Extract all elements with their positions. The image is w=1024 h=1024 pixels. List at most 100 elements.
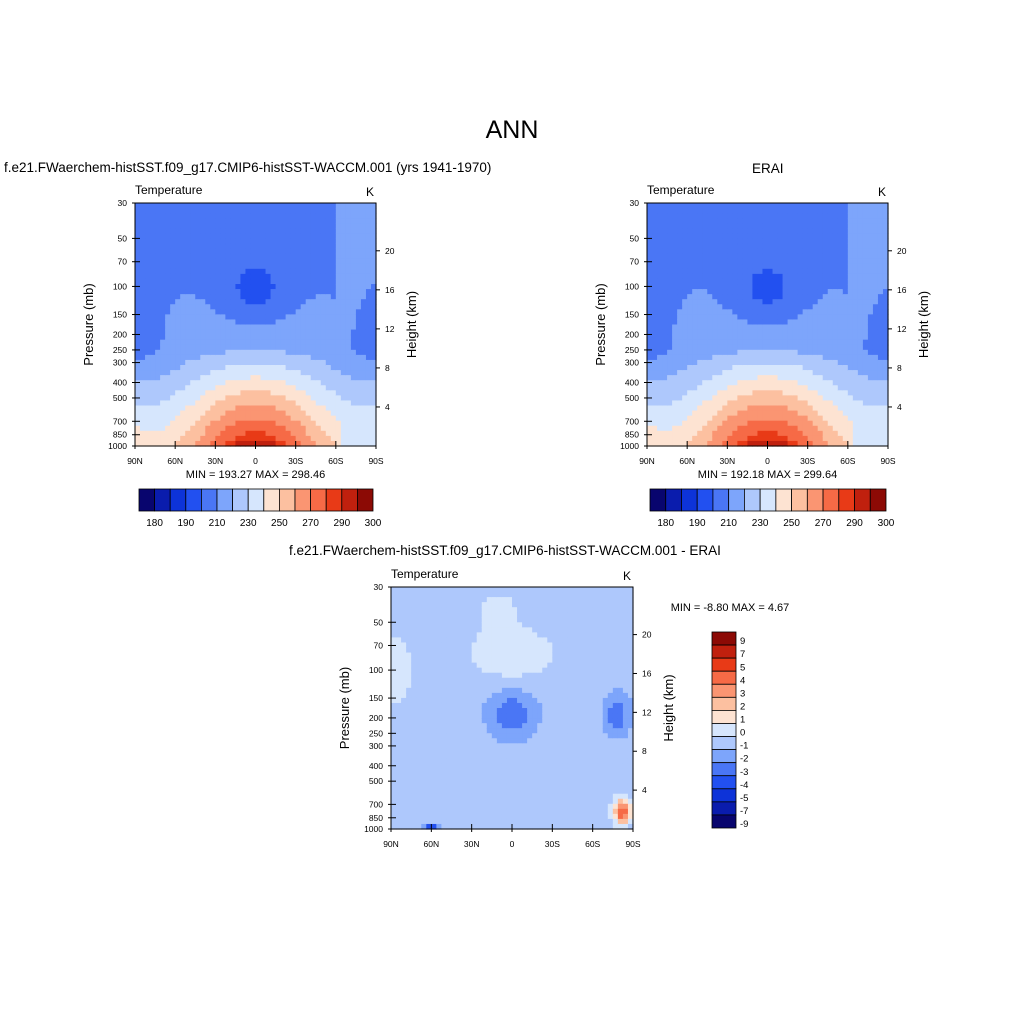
field-cell [652,324,658,331]
field-cell [145,339,151,346]
field-cell [742,375,749,381]
field-cell [165,380,171,386]
field-cell [822,309,829,315]
field-cell [792,390,799,396]
field-cell [707,223,713,229]
field-cell [325,395,332,402]
field-cell [802,273,809,280]
field-cell [255,400,262,407]
field-cell [817,218,824,224]
field-cell [215,425,221,432]
field-cell [812,289,819,295]
field-cell [401,738,407,744]
field-cell [867,314,874,321]
field-cell [662,370,668,376]
field-cell [200,314,206,321]
field-cell [787,425,794,432]
field-cell [396,818,402,825]
field-cell [175,233,181,240]
field-cell [150,334,156,341]
field-cell [225,365,231,371]
field-cell [782,213,789,219]
field-cell [391,788,397,795]
field-cell [692,309,698,315]
field-cell [702,263,708,270]
field-cell [396,803,402,810]
field-cell [822,223,829,229]
field-cell [275,294,282,300]
field-cell [657,395,663,402]
field-cell [747,309,754,315]
field-cell [280,440,287,447]
field-cell [205,375,211,381]
field-cell [797,289,804,295]
field-cell [752,218,759,224]
field-cell [752,243,759,250]
field-cell [140,304,146,310]
field-cell [857,435,864,442]
field-cell [782,324,789,331]
field-cell [862,289,869,295]
field-cell [872,385,879,391]
field-cell [365,268,372,275]
field-cell [772,228,779,234]
field-cell [772,268,779,275]
field-cell [847,299,854,305]
field-cell [767,309,774,315]
field-cell [672,329,678,336]
field-cell [812,339,819,346]
field-cell [832,354,839,361]
field-cell [842,324,849,331]
field-cell [807,299,814,305]
field-cell [832,304,839,310]
field-cell [672,324,678,331]
field-cell [787,415,794,422]
field-cell [190,405,196,412]
field-cell [345,390,352,396]
field-cell [290,284,297,290]
field-cell [210,395,216,402]
field-cell [320,268,327,275]
field-cell [822,278,829,285]
field-cell [847,284,854,290]
field-cell [350,334,357,341]
field-cell [335,365,342,371]
field-cell [205,329,211,336]
field-cell [847,273,854,280]
diff-panel-title: f.e21.FWaerchem-histSST.f09_g17.CMIP6-hi… [289,543,721,558]
field-cell [832,238,839,245]
field-cell [190,248,196,255]
field-cell [135,248,141,255]
field-cell [265,299,272,305]
field-cell [822,395,829,402]
field-cell [270,375,277,381]
field-cell [707,380,713,386]
field-cell [667,208,673,214]
field-cell [175,339,181,346]
y-right-tick-label: 4 [385,402,390,412]
field-cell [140,273,146,280]
field-cell [732,324,738,331]
field-cell [782,309,789,315]
field-cell [230,228,237,234]
field-cell [360,385,367,391]
field-cell [150,314,156,321]
field-cell [712,370,718,376]
field-cell [200,319,206,326]
field-cell [852,304,859,310]
field-cell [330,329,337,336]
field-cell [140,370,146,376]
x-tick-label: 90S [368,456,383,466]
field-cell [832,223,839,229]
field-cell [411,692,417,699]
field-cell [250,359,257,366]
field-cell [325,304,332,310]
field-cell [200,339,206,346]
field-cell [165,395,171,402]
field-cell [155,273,161,280]
field-cell [722,344,728,351]
field-cell [817,248,824,255]
field-cell [335,359,342,366]
field-cell [290,324,297,331]
field-cell [677,370,683,376]
